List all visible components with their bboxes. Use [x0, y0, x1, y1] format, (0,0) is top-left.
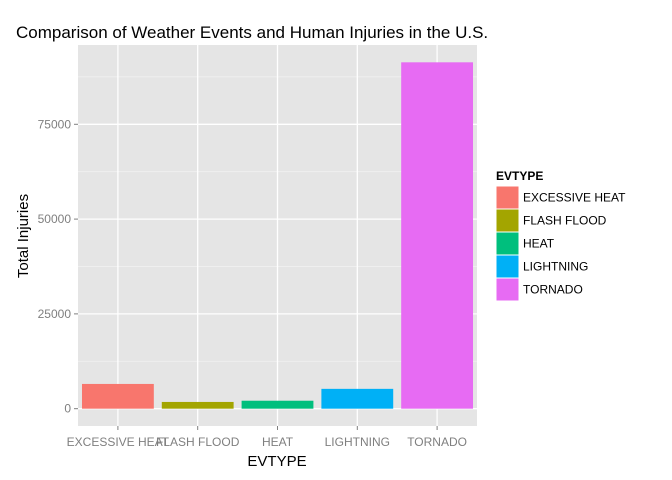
y-tick-label: 75000 [38, 117, 72, 131]
legend-swatch-flash-flood [496, 209, 519, 232]
legend-label-excessive-heat: EXCESSIVE HEAT [523, 191, 626, 205]
bar-lightning [321, 388, 394, 409]
legend-swatch-tornado [496, 278, 519, 301]
legend-swatch-excessive-heat [496, 186, 519, 209]
legend: EVTYPE EXCESSIVE HEAT FLASH FLOOD HEAT LIGH… [495, 169, 626, 302]
y-axis-title: Total Injuries [15, 194, 32, 278]
x-tick-label: FLASH FLOOD [156, 435, 240, 449]
bar-flash-flood [161, 401, 234, 409]
y-tick-label: 50000 [38, 212, 72, 226]
x-axis-title: EVTYPE [247, 453, 306, 470]
y-tick-label: 25000 [38, 307, 72, 321]
bar-tornado [401, 62, 474, 409]
bar-excessive-heat [81, 383, 154, 409]
chart-title: Comparison of Weather Events and Human I… [16, 23, 488, 42]
legend-swatch-lightning [496, 255, 519, 278]
legend-label-tornado: TORNADO [523, 283, 583, 297]
legend-label-flash-flood: FLASH FLOOD [523, 214, 607, 228]
legend-title: EVTYPE [496, 169, 543, 183]
x-tick-label: HEAT [262, 435, 294, 449]
x-tick-label: TORNADO [407, 435, 467, 449]
legend-swatch-heat [496, 232, 519, 255]
bar-heat [241, 400, 314, 409]
x-tick-label: LIGHTNING [325, 435, 390, 449]
x-tick-label: EXCESSIVE HEAT [67, 435, 170, 449]
y-axis-ticks: 0 25000 50000 75000 [38, 117, 78, 416]
legend-label-lightning: LIGHTNING [523, 260, 588, 274]
bars [81, 62, 474, 409]
y-tick-label: 0 [64, 402, 71, 416]
legend-label-heat: HEAT [523, 237, 555, 251]
